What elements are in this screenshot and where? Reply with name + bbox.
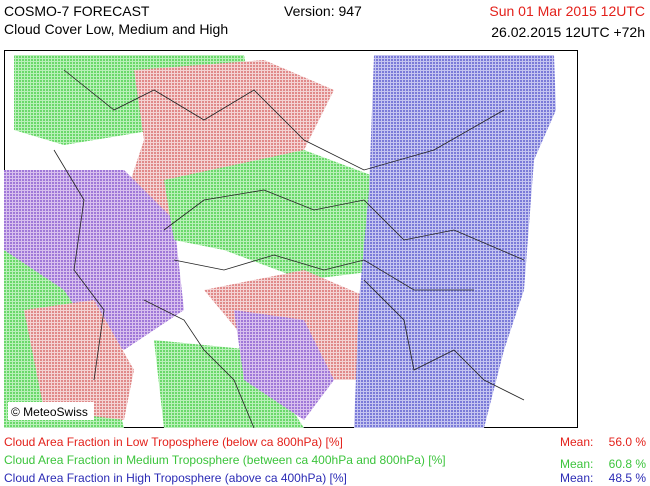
subtitle: Cloud Cover Low, Medium and High — [4, 21, 229, 37]
legend-label: Cloud Area Fraction in Medium Tropospher… — [4, 453, 446, 467]
cloud-fields — [4, 55, 556, 428]
run-time: 26.02.2015 12UTC +72h — [491, 24, 645, 40]
legend-mean: 48.5 % — [608, 471, 646, 485]
credit: © MeteoSwiss — [11, 405, 88, 419]
borders — [53, 69, 525, 428]
title: COSMO-7 FORECAST — [4, 3, 150, 19]
version: Version: 947 — [284, 3, 362, 19]
legend-label: Cloud Area Fraction in High Troposphere … — [4, 471, 347, 485]
legend-mean-label: Mean: — [560, 435, 594, 449]
legend-mean-label: Mean: — [560, 457, 594, 471]
legend-mean: 60.8 % — [608, 457, 646, 471]
legend-mean-label: Mean: — [560, 471, 594, 485]
map: © MeteoSwiss — [4, 50, 578, 428]
legend-label: Cloud Area Fraction in Low Troposphere (… — [4, 435, 343, 449]
legend-mean: 56.0 % — [608, 435, 646, 449]
valid-time: Sun 01 Mar 2015 12UTC — [489, 3, 645, 19]
